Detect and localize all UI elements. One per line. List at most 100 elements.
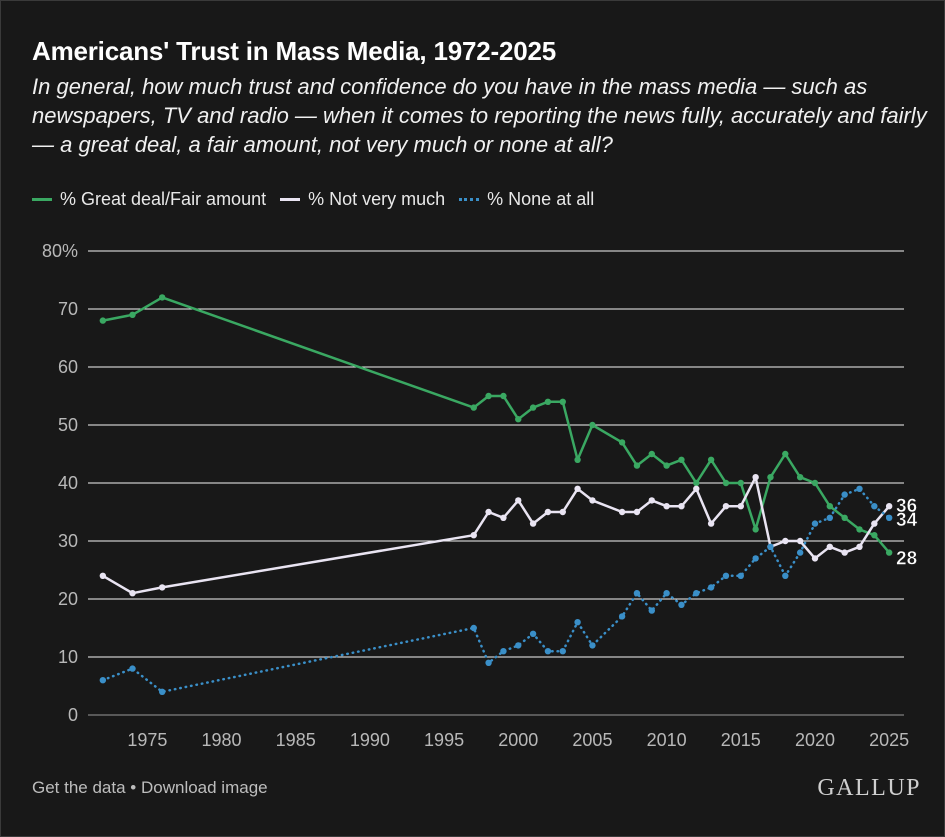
data-point-series-1 xyxy=(707,520,715,527)
x-tick-label: 1980 xyxy=(202,730,242,750)
data-point-series-2 xyxy=(529,630,537,637)
data-point-series-1 xyxy=(515,497,522,504)
data-point-series-0 xyxy=(559,398,566,405)
data-point-series-1 xyxy=(885,503,893,510)
y-tick-label: 40 xyxy=(58,473,78,493)
data-point-series-2 xyxy=(470,624,477,632)
data-point-series-0 xyxy=(737,479,744,487)
data-point-series-2 xyxy=(648,607,655,614)
data-point-series-0 xyxy=(856,526,863,533)
data-point-series-0 xyxy=(129,311,136,318)
x-tick-label: 1975 xyxy=(127,730,167,750)
y-tick-label: 30 xyxy=(58,531,78,551)
legend-item-none-at-all: % None at all xyxy=(459,189,594,210)
data-point-series-1 xyxy=(737,503,744,510)
data-point-series-2 xyxy=(693,590,700,597)
data-point-series-1 xyxy=(158,584,166,591)
data-point-series-2 xyxy=(574,619,581,626)
chart-title: Americans' Trust in Mass Media, 1972-202… xyxy=(32,36,557,66)
data-point-series-1 xyxy=(663,503,670,510)
data-point-series-1 xyxy=(648,497,655,504)
download-image-link[interactable]: Download image xyxy=(140,778,268,797)
data-point-series-0 xyxy=(618,439,626,446)
data-point-series-0 xyxy=(589,421,596,429)
data-point-series-0 xyxy=(811,479,819,487)
legend-swatch-great-deal xyxy=(32,198,52,201)
data-point-series-1 xyxy=(99,572,107,579)
data-point-series-0 xyxy=(767,474,774,481)
x-tick-label: 2005 xyxy=(572,730,612,750)
data-point-series-2 xyxy=(737,572,744,579)
x-tick-label: 1985 xyxy=(276,730,316,750)
data-point-series-0 xyxy=(485,392,492,400)
data-point-series-1 xyxy=(529,520,537,527)
data-point-series-2 xyxy=(663,590,670,597)
data-point-series-2 xyxy=(500,648,507,655)
legend-item-great-deal: % Great deal/Fair amount xyxy=(32,189,266,210)
data-point-series-2 xyxy=(158,688,166,695)
data-point-series-2 xyxy=(99,677,107,684)
chart-subtitle: In general, how much trust and confidenc… xyxy=(32,74,927,157)
data-point-series-0 xyxy=(693,479,700,487)
data-point-series-2 xyxy=(796,549,804,556)
data-point-series-2 xyxy=(871,503,878,510)
data-point-series-2 xyxy=(885,514,893,521)
y-tick-label: 20 xyxy=(58,589,78,609)
y-tick-label: 50 xyxy=(58,415,78,435)
chart-legend: % Great deal/Fair amount % Not very much… xyxy=(32,189,608,210)
data-point-series-1 xyxy=(544,508,552,516)
data-point-series-1 xyxy=(722,503,730,510)
data-point-series-1 xyxy=(485,508,492,516)
data-point-series-2 xyxy=(811,520,819,527)
data-point-series-0 xyxy=(544,398,552,405)
data-point-series-1 xyxy=(589,497,596,504)
x-tick-label: 2020 xyxy=(795,730,835,750)
data-point-series-0 xyxy=(633,462,641,469)
data-point-series-2 xyxy=(782,572,789,579)
data-point-series-1 xyxy=(633,508,641,516)
x-tick-label: 1995 xyxy=(424,730,464,750)
data-point-series-0 xyxy=(678,456,685,463)
legend-item-not-very-much: % Not very much xyxy=(280,189,445,210)
data-point-series-0 xyxy=(826,503,834,510)
get-data-link[interactable]: Get the data xyxy=(32,778,126,797)
data-point-series-0 xyxy=(871,532,878,539)
end-label-series-0: 28 xyxy=(896,549,917,570)
data-point-series-2 xyxy=(856,485,863,492)
data-point-series-0 xyxy=(500,392,507,400)
x-tick-label: 2010 xyxy=(647,730,687,750)
y-tick-label: 60 xyxy=(58,357,78,377)
data-point-series-0 xyxy=(529,404,537,411)
data-point-series-1 xyxy=(129,590,136,597)
data-point-series-0 xyxy=(515,416,522,423)
data-point-series-1 xyxy=(856,543,863,550)
data-point-series-2 xyxy=(722,572,730,579)
y-tick-label: 0 xyxy=(68,705,78,725)
legend-label-not-very-much: % Not very much xyxy=(308,189,446,209)
footer-separator: • xyxy=(125,778,141,797)
legend-label-none-at-all: % None at all xyxy=(487,189,595,209)
data-point-series-1 xyxy=(574,485,581,492)
data-point-series-1 xyxy=(470,532,477,539)
data-point-series-2 xyxy=(618,613,626,620)
footer-links: Get the data • Download image xyxy=(32,778,268,798)
data-point-series-2 xyxy=(515,642,522,649)
x-tick-label: 2000 xyxy=(498,730,538,750)
data-point-series-1 xyxy=(500,514,507,521)
data-point-series-2 xyxy=(826,514,834,521)
line-chart: 0 10 20 30 40 50 60 70 80% 1975 1980 1985 1990 1995 20… xyxy=(42,241,918,750)
data-point-series-0 xyxy=(158,294,166,301)
y-tick-label: 80% xyxy=(42,241,78,261)
data-point-series-1 xyxy=(811,555,819,562)
data-point-series-0 xyxy=(796,474,804,481)
data-point-series-0 xyxy=(841,514,848,521)
data-point-series-1 xyxy=(782,537,789,545)
data-point-series-1 xyxy=(618,508,626,516)
data-point-series-2 xyxy=(707,584,715,591)
data-point-series-0 xyxy=(782,450,789,458)
y-tick-label: 70 xyxy=(58,299,78,319)
data-point-series-0 xyxy=(648,450,655,458)
data-point-series-2 xyxy=(752,555,759,562)
data-point-series-0 xyxy=(470,404,477,411)
data-point-series-0 xyxy=(752,526,759,533)
